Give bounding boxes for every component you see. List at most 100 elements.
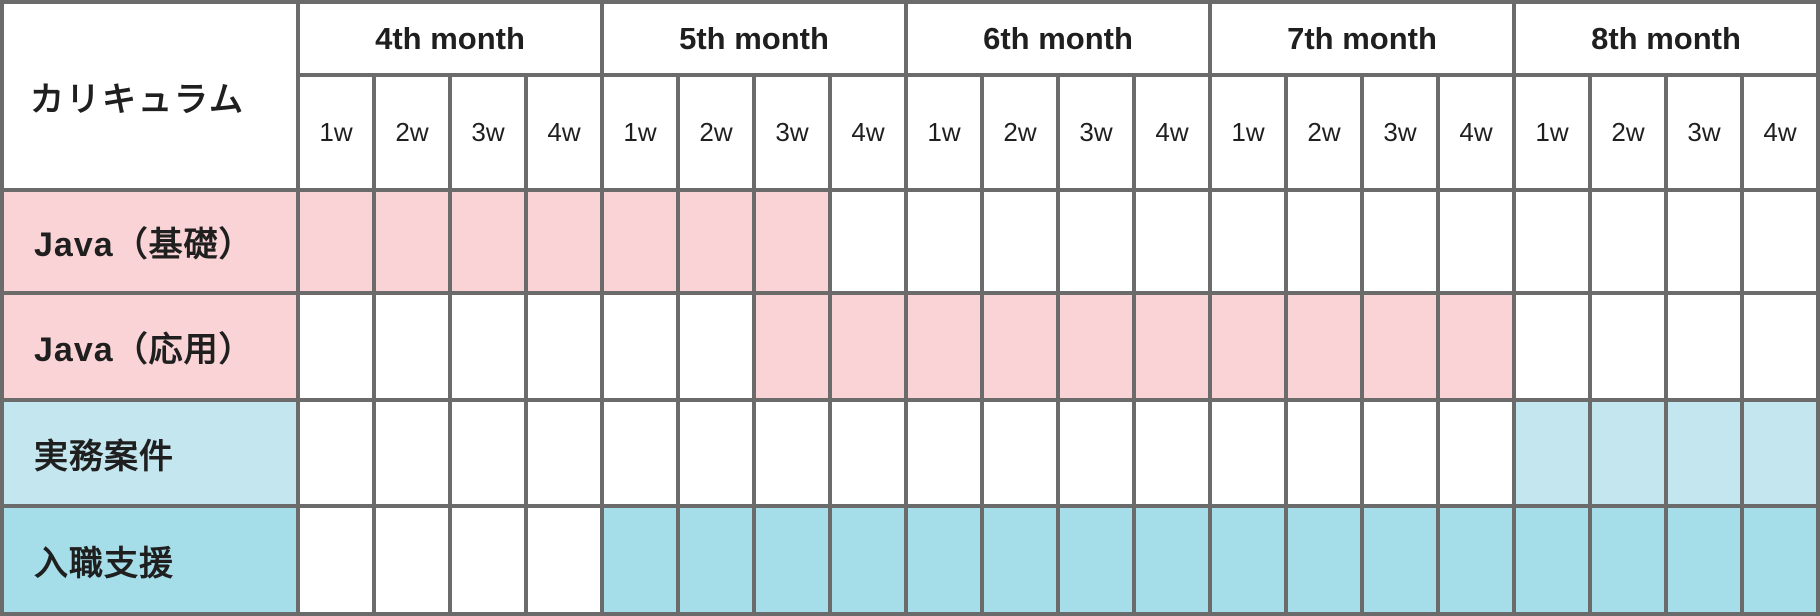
schedule-cell-java-advanced-w4 <box>528 295 600 398</box>
schedule-cell-java-basic-w7 <box>756 192 828 291</box>
schedule-cell-job-entry-support-w16 <box>1440 508 1512 612</box>
row-label-java-advanced: Java（応用） <box>4 295 296 398</box>
week-header-3: 3w <box>452 77 524 188</box>
week-header-2: 2w <box>376 77 448 188</box>
week-header-13: 1w <box>1212 77 1284 188</box>
schedule-cell-practical-projects-w20 <box>1744 402 1816 504</box>
schedule-cell-job-entry-support-w10 <box>984 508 1056 612</box>
schedule-cell-job-entry-support-w8 <box>832 508 904 612</box>
week-header-9: 1w <box>908 77 980 188</box>
schedule-cell-java-advanced-w1 <box>300 295 372 398</box>
schedule-cell-java-advanced-w8 <box>832 295 904 398</box>
week-header-8: 4w <box>832 77 904 188</box>
week-header-20: 4w <box>1744 77 1816 188</box>
schedule-cell-java-basic-w2 <box>376 192 448 291</box>
schedule-cell-java-advanced-w10 <box>984 295 1056 398</box>
month-header-1: 4th month <box>300 4 600 73</box>
schedule-cell-job-entry-support-w19 <box>1668 508 1740 612</box>
schedule-cell-java-basic-w20 <box>1744 192 1816 291</box>
schedule-cell-java-advanced-w5 <box>604 295 676 398</box>
schedule-cell-practical-projects-w10 <box>984 402 1056 504</box>
month-header-5: 8th month <box>1516 4 1816 73</box>
schedule-cell-java-basic-w19 <box>1668 192 1740 291</box>
schedule-cell-java-basic-w17 <box>1516 192 1588 291</box>
schedule-cell-java-basic-w5 <box>604 192 676 291</box>
schedule-cell-java-advanced-w19 <box>1668 295 1740 398</box>
schedule-cell-java-advanced-w20 <box>1744 295 1816 398</box>
schedule-cell-practical-projects-w9 <box>908 402 980 504</box>
schedule-cell-java-advanced-w13 <box>1212 295 1284 398</box>
schedule-cell-practical-projects-w14 <box>1288 402 1360 504</box>
schedule-cell-java-basic-w8 <box>832 192 904 291</box>
schedule-cell-job-entry-support-w6 <box>680 508 752 612</box>
schedule-cell-java-basic-w3 <box>452 192 524 291</box>
schedule-cell-java-basic-w15 <box>1364 192 1436 291</box>
schedule-cell-job-entry-support-w7 <box>756 508 828 612</box>
schedule-cell-practical-projects-w16 <box>1440 402 1512 504</box>
schedule-cell-java-advanced-w16 <box>1440 295 1512 398</box>
schedule-cell-job-entry-support-w1 <box>300 508 372 612</box>
schedule-cell-java-basic-w12 <box>1136 192 1208 291</box>
schedule-cell-job-entry-support-w2 <box>376 508 448 612</box>
schedule-cell-java-advanced-w6 <box>680 295 752 398</box>
schedule-cell-java-basic-w18 <box>1592 192 1664 291</box>
schedule-cell-practical-projects-w15 <box>1364 402 1436 504</box>
schedule-cell-practical-projects-w11 <box>1060 402 1132 504</box>
schedule-cell-job-entry-support-w18 <box>1592 508 1664 612</box>
row-label-java-basic: Java（基礎） <box>4 192 296 291</box>
row-label-practical-projects: 実務案件 <box>4 402 296 504</box>
week-header-7: 3w <box>756 77 828 188</box>
schedule-cell-java-basic-w11 <box>1060 192 1132 291</box>
schedule-cell-job-entry-support-w13 <box>1212 508 1284 612</box>
schedule-cell-java-basic-w6 <box>680 192 752 291</box>
week-header-19: 3w <box>1668 77 1740 188</box>
schedule-cell-java-advanced-w2 <box>376 295 448 398</box>
schedule-cell-job-entry-support-w3 <box>452 508 524 612</box>
week-header-5: 1w <box>604 77 676 188</box>
schedule-cell-job-entry-support-w11 <box>1060 508 1132 612</box>
schedule-cell-practical-projects-w7 <box>756 402 828 504</box>
corner-header-curriculum: カリキュラム <box>4 4 296 188</box>
schedule-cell-job-entry-support-w4 <box>528 508 600 612</box>
schedule-cell-practical-projects-w6 <box>680 402 752 504</box>
schedule-cell-java-advanced-w18 <box>1592 295 1664 398</box>
schedule-cell-practical-projects-w19 <box>1668 402 1740 504</box>
schedule-cell-practical-projects-w13 <box>1212 402 1284 504</box>
schedule-cell-job-entry-support-w12 <box>1136 508 1208 612</box>
week-header-12: 4w <box>1136 77 1208 188</box>
week-header-17: 1w <box>1516 77 1588 188</box>
row-label-job-entry-support: 入職支援 <box>4 508 296 612</box>
schedule-cell-java-advanced-w17 <box>1516 295 1588 398</box>
schedule-cell-java-advanced-w7 <box>756 295 828 398</box>
schedule-cell-java-basic-w16 <box>1440 192 1512 291</box>
schedule-cell-java-advanced-w11 <box>1060 295 1132 398</box>
schedule-cell-job-entry-support-w14 <box>1288 508 1360 612</box>
week-header-1: 1w <box>300 77 372 188</box>
month-header-2: 5th month <box>604 4 904 73</box>
schedule-cell-job-entry-support-w20 <box>1744 508 1816 612</box>
schedule-cell-java-basic-w13 <box>1212 192 1284 291</box>
schedule-cell-java-basic-w9 <box>908 192 980 291</box>
schedule-cell-practical-projects-w18 <box>1592 402 1664 504</box>
schedule-cell-java-basic-w4 <box>528 192 600 291</box>
month-header-3: 6th month <box>908 4 1208 73</box>
schedule-cell-practical-projects-w1 <box>300 402 372 504</box>
week-header-16: 4w <box>1440 77 1512 188</box>
schedule-cell-practical-projects-w3 <box>452 402 524 504</box>
month-header-4: 7th month <box>1212 4 1512 73</box>
schedule-cell-java-advanced-w9 <box>908 295 980 398</box>
schedule-cell-java-basic-w14 <box>1288 192 1360 291</box>
schedule-cell-java-advanced-w12 <box>1136 295 1208 398</box>
week-header-15: 3w <box>1364 77 1436 188</box>
schedule-cell-practical-projects-w2 <box>376 402 448 504</box>
schedule-cell-job-entry-support-w9 <box>908 508 980 612</box>
schedule-cell-java-basic-w10 <box>984 192 1056 291</box>
schedule-cell-practical-projects-w17 <box>1516 402 1588 504</box>
week-header-10: 2w <box>984 77 1056 188</box>
schedule-cell-java-basic-w1 <box>300 192 372 291</box>
schedule-cell-java-advanced-w3 <box>452 295 524 398</box>
week-header-18: 2w <box>1592 77 1664 188</box>
schedule-cell-job-entry-support-w5 <box>604 508 676 612</box>
